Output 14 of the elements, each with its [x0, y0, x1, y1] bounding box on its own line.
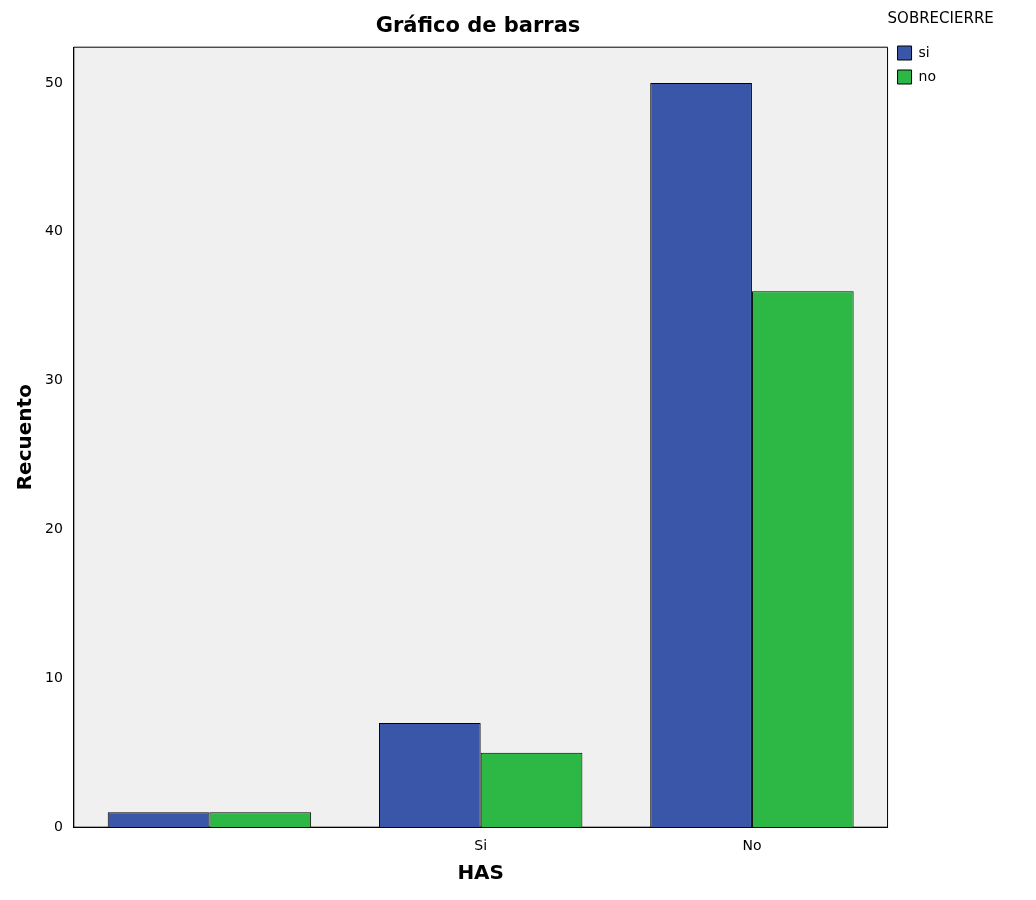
legend-label: no [918, 67, 937, 84]
chart-title: Gráfico de barras [375, 13, 581, 38]
y-axis-title: Recuento [12, 384, 37, 491]
y-tick-label: 30 [44, 371, 63, 388]
y-tick-label: 20 [44, 520, 63, 537]
y-tick-label: 10 [44, 668, 63, 685]
y-tick-label: 50 [44, 73, 63, 90]
x-axis-title: HAS [457, 860, 504, 885]
legend-title: SOBRECIERRE [887, 9, 994, 28]
legend-label: si [918, 43, 930, 60]
y-tick-label: 40 [44, 222, 63, 239]
y-tick-label: 0 [53, 817, 63, 834]
x-tick-label: Si [474, 837, 488, 854]
x-tick-label: No [742, 837, 762, 854]
